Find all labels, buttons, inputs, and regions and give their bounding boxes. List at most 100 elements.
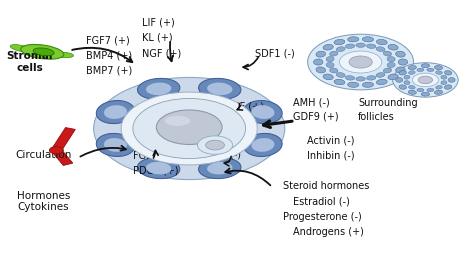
Ellipse shape: [329, 68, 338, 73]
Ellipse shape: [54, 52, 73, 58]
Ellipse shape: [362, 37, 374, 42]
Ellipse shape: [314, 59, 323, 65]
Ellipse shape: [336, 73, 345, 77]
Ellipse shape: [383, 51, 392, 56]
Ellipse shape: [96, 100, 135, 124]
Ellipse shape: [104, 105, 127, 119]
Ellipse shape: [376, 73, 385, 77]
Text: AMH (-): AMH (-): [292, 98, 329, 108]
Ellipse shape: [356, 43, 365, 47]
Ellipse shape: [408, 66, 416, 70]
Ellipse shape: [347, 82, 359, 87]
Text: Estradiol (-): Estradiol (-): [292, 196, 349, 206]
Ellipse shape: [421, 92, 429, 96]
Ellipse shape: [251, 105, 274, 119]
Ellipse shape: [345, 76, 355, 80]
Ellipse shape: [435, 66, 443, 70]
Text: BMP4 (+): BMP4 (+): [86, 51, 132, 61]
Ellipse shape: [199, 78, 241, 99]
Text: Stromal
cells: Stromal cells: [6, 51, 53, 73]
Ellipse shape: [404, 75, 410, 79]
Text: Circulation: Circulation: [16, 150, 72, 160]
Ellipse shape: [94, 77, 285, 180]
Ellipse shape: [399, 71, 406, 75]
Ellipse shape: [339, 51, 382, 73]
Text: follicles: follicles: [358, 112, 395, 122]
Ellipse shape: [199, 158, 241, 179]
PathPatch shape: [52, 127, 75, 151]
Ellipse shape: [316, 67, 326, 73]
Ellipse shape: [334, 79, 345, 85]
Ellipse shape: [366, 76, 376, 80]
Ellipse shape: [308, 34, 413, 90]
Ellipse shape: [207, 162, 232, 175]
Ellipse shape: [376, 47, 385, 51]
Ellipse shape: [244, 100, 282, 124]
Ellipse shape: [441, 81, 447, 85]
Ellipse shape: [329, 51, 338, 56]
Text: PDGF (+): PDGF (+): [133, 166, 178, 176]
Text: Androgens (+): Androgens (+): [292, 227, 364, 237]
Ellipse shape: [326, 57, 334, 62]
Ellipse shape: [404, 81, 410, 85]
Ellipse shape: [323, 74, 333, 80]
Ellipse shape: [399, 85, 406, 89]
Ellipse shape: [388, 74, 398, 80]
Ellipse shape: [427, 68, 434, 71]
Ellipse shape: [387, 57, 395, 62]
Ellipse shape: [244, 133, 282, 157]
Ellipse shape: [137, 78, 180, 99]
Ellipse shape: [198, 136, 233, 154]
Text: Steroid hormones: Steroid hormones: [283, 181, 370, 191]
Ellipse shape: [436, 71, 442, 74]
Ellipse shape: [164, 116, 191, 126]
Ellipse shape: [334, 39, 345, 45]
Text: BMP7 (+): BMP7 (+): [86, 66, 132, 76]
Text: LIF (+): LIF (+): [142, 17, 175, 27]
Ellipse shape: [435, 90, 443, 94]
Ellipse shape: [347, 37, 359, 42]
Ellipse shape: [156, 110, 222, 144]
Ellipse shape: [96, 133, 135, 157]
Ellipse shape: [104, 138, 127, 152]
Ellipse shape: [376, 79, 387, 85]
Text: KL (+): KL (+): [142, 33, 173, 43]
Text: GDF9 (+): GDF9 (+): [292, 112, 338, 122]
Ellipse shape: [326, 62, 334, 68]
Ellipse shape: [316, 51, 326, 57]
Text: GDNF (+): GDNF (+): [218, 102, 264, 112]
Ellipse shape: [49, 147, 64, 154]
Ellipse shape: [33, 48, 54, 56]
Ellipse shape: [137, 158, 180, 179]
Ellipse shape: [345, 44, 355, 48]
Ellipse shape: [21, 44, 64, 59]
Ellipse shape: [146, 82, 172, 95]
Ellipse shape: [398, 59, 408, 65]
Ellipse shape: [417, 68, 424, 71]
Text: Hormones
Cytokines: Hormones Cytokines: [17, 190, 70, 212]
Ellipse shape: [396, 67, 405, 73]
Ellipse shape: [121, 92, 257, 165]
Ellipse shape: [436, 86, 442, 89]
Ellipse shape: [388, 44, 398, 50]
Ellipse shape: [444, 71, 452, 75]
Ellipse shape: [323, 44, 333, 50]
Ellipse shape: [418, 76, 433, 84]
Text: Progesterone (-): Progesterone (-): [283, 212, 362, 222]
Text: FGF2 (+): FGF2 (+): [133, 150, 177, 160]
Ellipse shape: [421, 64, 429, 68]
Ellipse shape: [441, 75, 447, 79]
PathPatch shape: [52, 149, 73, 166]
Ellipse shape: [362, 82, 374, 87]
Ellipse shape: [366, 44, 376, 48]
Ellipse shape: [356, 77, 365, 81]
Ellipse shape: [412, 73, 438, 87]
Ellipse shape: [376, 39, 387, 45]
Ellipse shape: [251, 138, 274, 152]
Ellipse shape: [387, 62, 395, 68]
Ellipse shape: [396, 78, 403, 82]
Ellipse shape: [10, 45, 31, 52]
Ellipse shape: [444, 85, 452, 89]
Ellipse shape: [133, 98, 246, 159]
Ellipse shape: [448, 78, 455, 82]
